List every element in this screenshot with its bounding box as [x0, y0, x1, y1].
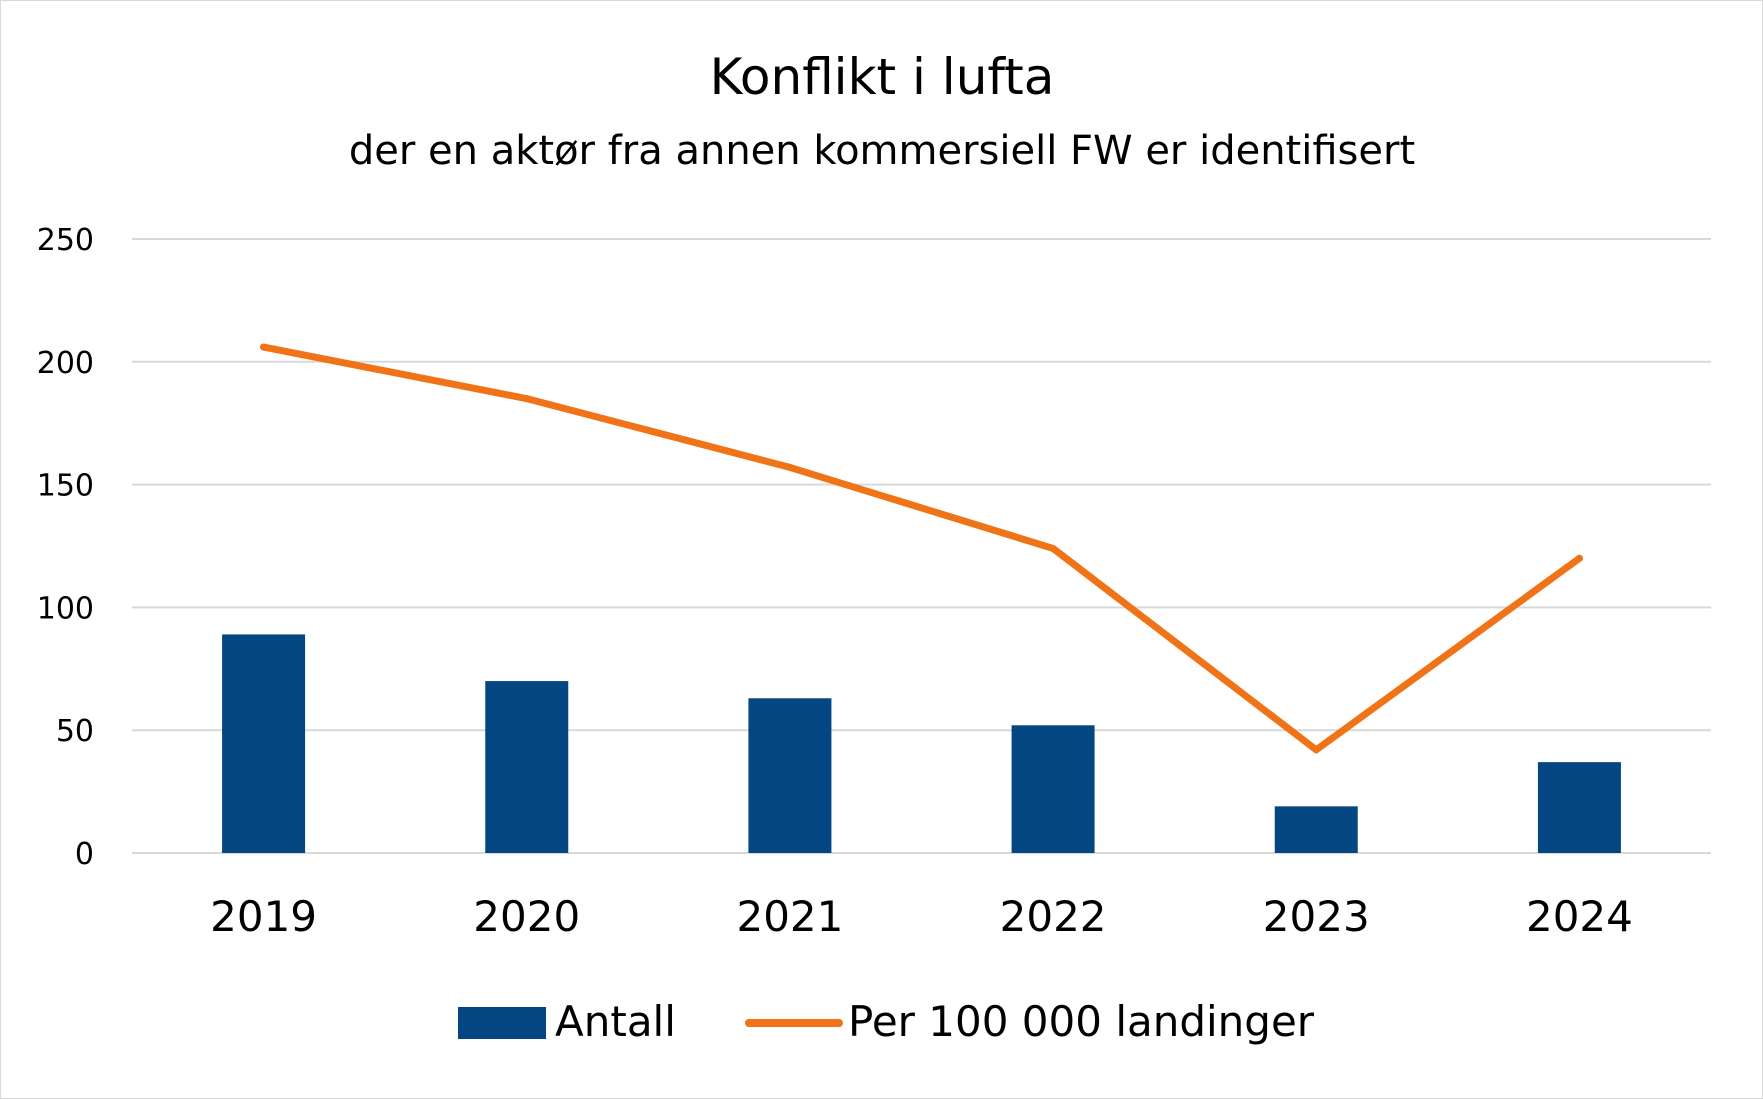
legend-label-antall: Antall	[555, 997, 676, 1046]
y-tick-label: 100	[37, 591, 94, 626]
line-point-2024	[1575, 554, 1583, 562]
line-series	[260, 343, 1583, 754]
x-axis: 2019 2020 2021 2022 2023 2024	[210, 892, 1633, 941]
y-tick-label: 0	[75, 837, 94, 872]
x-tick-label: 2020	[473, 892, 580, 941]
line-point-2020	[523, 395, 531, 403]
series-line	[260, 343, 1583, 754]
bar-2021	[748, 698, 832, 853]
bar-2019	[222, 634, 306, 853]
legend-swatch-antall	[458, 1007, 546, 1039]
legend-label-per-100000: Per 100 000 landinger	[848, 997, 1315, 1046]
x-tick-label: 2021	[736, 892, 843, 941]
x-tick-label: 2023	[1263, 892, 1370, 941]
y-tick-label: 250	[37, 223, 94, 258]
bar-2022	[1011, 725, 1095, 853]
x-tick-label: 2022	[1000, 892, 1107, 941]
line-point-2019	[260, 343, 268, 351]
bar-series	[222, 634, 1621, 853]
y-tick-label: 200	[37, 346, 94, 381]
gridlines	[132, 238, 1711, 854]
x-tick-label: 2024	[1526, 892, 1633, 941]
y-axis: 0 50 100 150 200 250	[37, 223, 94, 872]
bar-2024	[1537, 762, 1621, 853]
x-tick-label: 2019	[210, 892, 317, 941]
legend: Antall Per 100 000 landinger	[458, 997, 1315, 1046]
bar-2020	[485, 681, 569, 853]
line-point-2023	[1312, 746, 1320, 754]
y-tick-label: 150	[37, 469, 94, 504]
line-point-2022	[1049, 544, 1057, 552]
line-point-2021	[786, 463, 794, 471]
y-tick-label: 50	[56, 714, 94, 749]
chart-subtitle: der en aktør fra annen kommersiell FW er…	[349, 128, 1415, 174]
bar-2023	[1274, 806, 1358, 853]
chart-title: Konflikt i lufta	[710, 48, 1055, 106]
